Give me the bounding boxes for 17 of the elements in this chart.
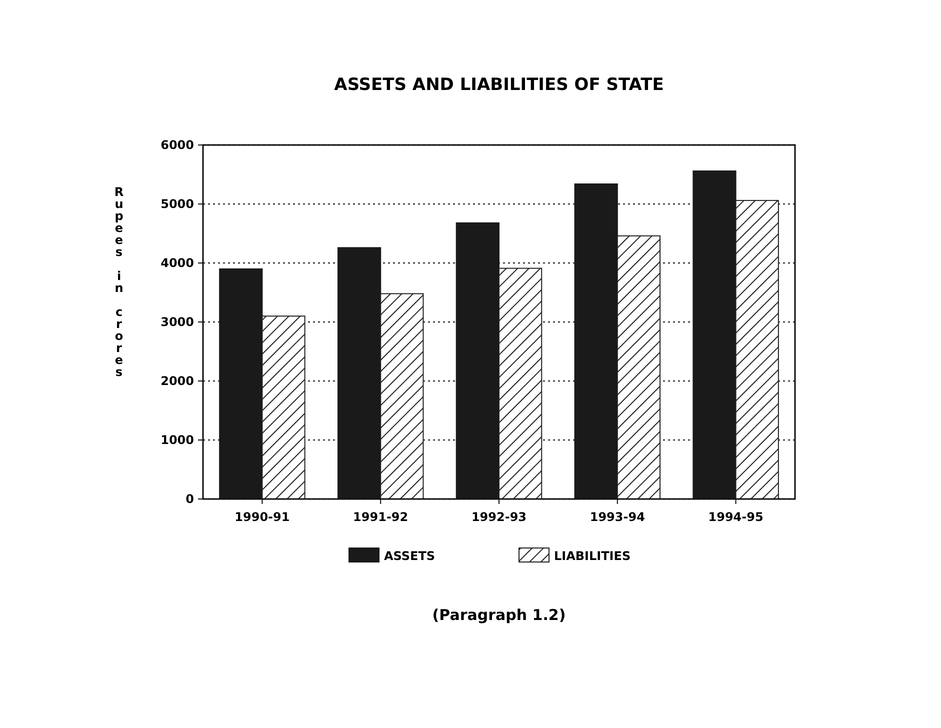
y-tick-label: 1000: [160, 433, 194, 448]
legend-label: ASSETS: [384, 549, 436, 564]
y-tick-label: 6000: [160, 138, 194, 152]
y-tick-label: 0: [186, 492, 194, 506]
y-tick-label: 5000: [160, 197, 194, 212]
x-tick-label: 1993-94: [590, 510, 645, 524]
y-axis-title: Rupees in crores: [112, 185, 126, 377]
x-tick-label: 1994-95: [708, 510, 764, 524]
x-tick-label: 1991-92: [353, 510, 408, 524]
legend-label: LIABILITIES: [554, 549, 631, 564]
y-tick-label: 2000: [160, 374, 194, 388]
chart-title: ASSETS AND LIABILITIES OF STATE: [334, 75, 664, 95]
x-tick-label: 1992-93: [471, 510, 527, 524]
y-tick-label: 4000: [160, 256, 194, 270]
y-tick-label: 3000: [160, 315, 194, 330]
x-tick-label: 1990-91: [234, 510, 290, 524]
text: (Paragraph 1.2): [432, 606, 566, 624]
